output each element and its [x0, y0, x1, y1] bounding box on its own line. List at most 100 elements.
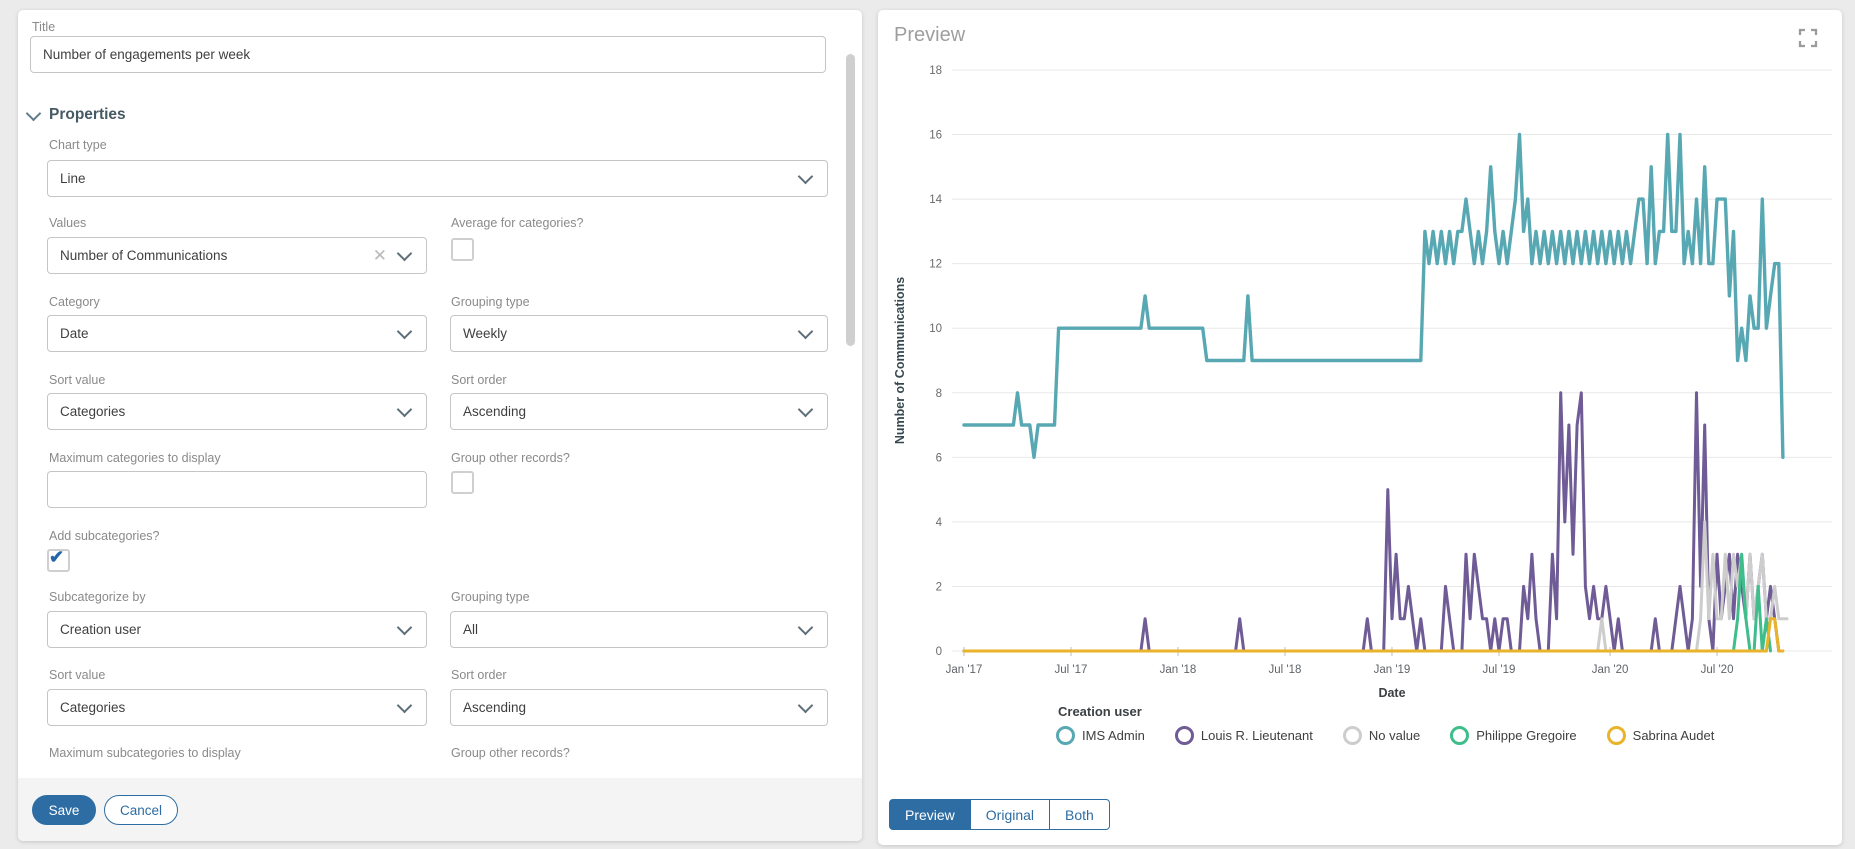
svg-text:Number of Communications: Number of Communications	[893, 277, 907, 444]
svg-text:16: 16	[929, 130, 942, 142]
legend-series-ring-icon	[1606, 726, 1626, 745]
subcategorize-by-label: Subcategorize by	[49, 590, 146, 604]
svg-text:10: 10	[929, 323, 942, 335]
chevron-down-icon	[797, 323, 814, 339]
tab-preview[interactable]: Preview	[889, 799, 971, 830]
max-categories-input[interactable]	[47, 471, 427, 508]
legend-item[interactable]: Louis R. Lieutenant	[1174, 726, 1313, 745]
values-select[interactable]: Number of Communications ✕	[47, 237, 427, 274]
preview-panel: Preview 0 2 4 6 8 10 12 14 16 18 Jan '17 Jul '17 Jan…	[878, 10, 1842, 845]
legend-series-ring-icon	[1174, 726, 1194, 745]
average-for-categories-checkbox[interactable]: ✔	[451, 238, 474, 261]
sort-value-value: Categories	[60, 404, 126, 419]
svg-text:4: 4	[936, 517, 943, 529]
sub-grouping-type-select[interactable]: All	[450, 611, 828, 648]
subcategorize-by-select[interactable]: Creation user	[47, 611, 427, 648]
legend-title: Creation user	[1058, 704, 1142, 719]
preview-panel-title: Preview	[894, 24, 966, 46]
svg-text:8: 8	[936, 388, 942, 400]
legend-series-label: No value	[1368, 728, 1421, 743]
svg-text:Jul '20: Jul '20	[1701, 664, 1734, 676]
sort-order-value: Ascending	[463, 404, 527, 419]
save-button[interactable]: Save	[32, 795, 96, 825]
cancel-button[interactable]: Cancel	[104, 795, 178, 825]
subcategorize-by-value: Creation user	[60, 622, 142, 637]
clear-icon[interactable]: ✕	[372, 246, 387, 265]
max-categories-label: Maximum categories to display	[49, 451, 221, 465]
svg-text:12: 12	[929, 259, 942, 271]
sub-sort-value-value: Categories	[60, 700, 126, 715]
chevron-down-icon	[797, 168, 814, 184]
chevron-down-icon	[396, 697, 413, 713]
values-value: Number of Communications	[60, 248, 228, 263]
legend-item[interactable]: Sabrina Audet	[1606, 726, 1715, 745]
add-subcategories-checkbox[interactable]: ✔	[47, 547, 70, 572]
grouping-type-select[interactable]: Weekly	[450, 315, 828, 352]
legend-series-label: Philippe Gregoire	[1476, 728, 1577, 743]
chevron-down-icon	[797, 619, 814, 635]
title-input-value: Number of engagements per week	[43, 47, 251, 62]
line-chart: 0 2 4 6 8 10 12 14 16 18 Jan '17 Jul '17 Jan '18 Jul …	[893, 65, 1832, 700]
properties-section-toggle[interactable]: Properties	[25, 105, 126, 124]
scrollbar-thumb[interactable]	[846, 54, 855, 346]
chevron-down-icon	[396, 245, 413, 261]
group-other-records-checkbox[interactable]: ✔	[451, 471, 474, 494]
add-subcategories-label: Add subcategories?	[49, 529, 160, 543]
group-other-records-label: Group other records?	[451, 451, 570, 465]
legend-series-ring-icon	[1450, 726, 1470, 745]
legend-series-label: Sabrina Audet	[1632, 728, 1715, 743]
chevron-down-icon	[396, 619, 413, 635]
chart-config-panel: Title Number of engagements per week Pro…	[18, 10, 862, 841]
chevron-down-icon	[25, 105, 42, 121]
category-label: Category	[49, 295, 100, 309]
chart-legend: Creation user IMS Admin Louis R. Lieutena…	[1056, 704, 1714, 745]
legend-item[interactable]: No value	[1342, 726, 1421, 745]
values-label: Values	[49, 216, 87, 230]
sub-sort-order-select[interactable]: Ascending	[450, 689, 828, 726]
sub-grouping-type-label: Grouping type	[451, 590, 530, 604]
properties-section-label: Properties	[49, 106, 126, 123]
chart-type-label: Chart type	[49, 138, 107, 152]
svg-text:6: 6	[936, 452, 942, 464]
legend-series-ring-icon	[1056, 726, 1075, 745]
title-field-label: Title	[32, 20, 56, 34]
svg-text:Jul '19: Jul '19	[1483, 664, 1516, 676]
legend-item[interactable]: Philippe Gregoire	[1450, 726, 1577, 745]
chart-type-select[interactable]: Line	[47, 160, 828, 197]
legend-series-ring-icon	[1342, 726, 1362, 745]
legend-items: IMS Admin Louis R. Lieutenant No value Phil…	[1056, 726, 1714, 745]
fullscreen-icon[interactable]	[1796, 26, 1820, 50]
chevron-down-icon	[797, 401, 814, 417]
preview-tab-group: Preview Original Both	[889, 799, 1110, 830]
legend-item[interactable]: IMS Admin	[1056, 726, 1145, 745]
max-subcategories-label: Maximum subcategories to display	[49, 746, 241, 760]
svg-text:Jan '17: Jan '17	[946, 664, 983, 676]
grouping-type-label: Grouping type	[451, 295, 530, 309]
grouping-type-value: Weekly	[463, 326, 508, 341]
tab-original[interactable]: Original	[969, 799, 1051, 830]
svg-text:Jan '19: Jan '19	[1374, 664, 1411, 676]
chevron-down-icon	[396, 323, 413, 339]
chevron-down-icon	[797, 697, 814, 713]
sub-sort-value-select[interactable]: Categories	[47, 689, 427, 726]
sub-grouping-type-value: All	[463, 622, 479, 637]
svg-text:0: 0	[936, 646, 942, 658]
svg-text:Jan '18: Jan '18	[1160, 664, 1197, 676]
tab-both[interactable]: Both	[1049, 799, 1110, 830]
sort-value-label: Sort value	[49, 373, 106, 387]
legend-series-label: IMS Admin	[1082, 728, 1145, 743]
sub-group-other-records-label: Group other records?	[451, 746, 570, 760]
sub-sort-order-value: Ascending	[463, 700, 527, 715]
svg-text:Jul '18: Jul '18	[1269, 664, 1302, 676]
sort-order-label: Sort order	[451, 373, 507, 387]
title-input[interactable]: Number of engagements per week	[30, 36, 826, 73]
svg-text:Jul '17: Jul '17	[1055, 664, 1088, 676]
svg-text:14: 14	[929, 194, 942, 206]
average-for-categories-label: Average for categories?	[451, 216, 584, 230]
sort-value-select[interactable]: Categories	[47, 393, 427, 430]
category-select[interactable]: Date	[47, 315, 427, 352]
sub-sort-value-label: Sort value	[49, 668, 106, 682]
sort-order-select[interactable]: Ascending	[450, 393, 828, 430]
sub-sort-order-label: Sort order	[451, 668, 507, 682]
